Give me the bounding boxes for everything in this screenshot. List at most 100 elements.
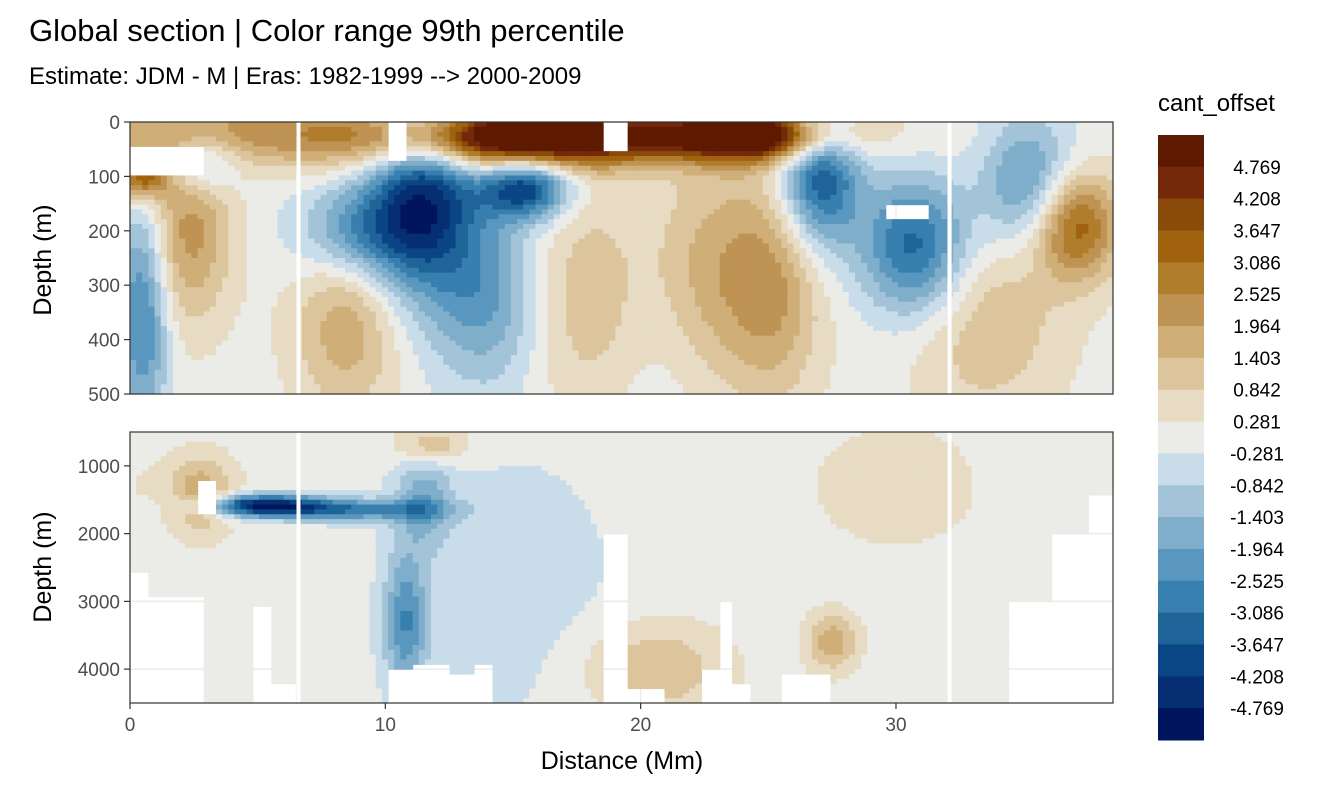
upper-heat-cell — [406, 287, 414, 293]
upper-heat-cell — [523, 301, 530, 308]
upper-heat-cell — [603, 374, 610, 381]
upper-heat-cell — [369, 340, 377, 347]
upper-heat-cell — [572, 131, 580, 138]
upper-heat-cell — [596, 389, 604, 395]
upper-heat-cell — [584, 389, 592, 395]
upper-heat-cell — [357, 330, 365, 337]
upper-heat-cell — [590, 228, 598, 235]
upper-heat-cell — [467, 238, 475, 245]
upper-heat-cell — [474, 350, 481, 356]
upper-heat-cell — [259, 389, 266, 395]
upper-heat-cell — [584, 321, 592, 327]
upper-heat-cell — [627, 248, 635, 254]
upper-heat-cell — [682, 306, 690, 313]
upper-heat-cell — [197, 316, 205, 322]
upper-heat-cell — [228, 258, 236, 264]
upper-heat-cell — [363, 122, 371, 128]
upper-heat-cell — [523, 277, 530, 283]
upper-heat-cell — [345, 306, 352, 313]
upper-heat-cell — [443, 175, 451, 181]
upper-heat-cell — [603, 316, 610, 322]
upper-heat-cell — [510, 141, 518, 147]
upper-heat-cell — [308, 340, 315, 347]
upper-heat-cell — [302, 384, 309, 390]
upper-heat-cell — [639, 292, 647, 298]
upper-heat-cell — [338, 146, 346, 152]
upper-heat-cell — [455, 262, 463, 269]
upper-heat-cell — [615, 160, 623, 167]
upper-heat-cell — [517, 131, 524, 138]
upper-heat-cell — [467, 136, 475, 143]
upper-heat-cell — [148, 214, 156, 220]
upper-heat-cell — [596, 340, 604, 347]
upper-heat-cell — [166, 316, 174, 322]
upper-heat-cell — [621, 345, 629, 351]
upper-heat-cell — [357, 146, 365, 152]
upper-heat-cell — [222, 214, 229, 220]
upper-heat-cell — [326, 141, 334, 147]
upper-heat-cell — [326, 374, 334, 381]
upper-heat-cell — [529, 316, 537, 322]
upper-heat-cell — [578, 306, 586, 313]
upper-heat-cell — [486, 146, 494, 152]
upper-heat-cell — [523, 340, 530, 347]
upper-heat-cell — [566, 180, 573, 186]
upper-heat-cell — [148, 219, 156, 225]
upper-heat-cell — [541, 258, 549, 264]
upper-heat-cell — [664, 243, 672, 249]
upper-heat-cell — [615, 345, 623, 351]
upper-heat-cell — [148, 204, 156, 211]
upper-heat-cell — [510, 209, 518, 215]
upper-heat-cell — [375, 374, 383, 381]
upper-heat-cell — [308, 180, 315, 186]
upper-heat-cell — [160, 330, 168, 337]
upper-heat-cell — [682, 219, 690, 225]
upper-heat-cell — [166, 384, 174, 390]
upper-heat-cell — [259, 194, 266, 201]
upper-heat-cell — [658, 194, 666, 201]
upper-heat-cell — [197, 355, 205, 361]
upper-heat-cell — [130, 233, 137, 240]
upper-heat-cell — [633, 296, 641, 303]
upper-heat-cell — [345, 369, 352, 376]
upper-heat-cell — [590, 301, 598, 308]
upper-heat-cell — [658, 374, 666, 381]
upper-heat-cell — [578, 238, 586, 245]
upper-heat-cell — [560, 335, 567, 342]
upper-heat-cell — [590, 224, 598, 230]
upper-heat-cell — [332, 165, 340, 172]
upper-heat-cell — [191, 282, 199, 288]
upper-heat-cell — [578, 233, 586, 240]
upper-heat-cell — [228, 248, 236, 254]
upper-heat-cell — [412, 321, 420, 327]
upper-heat-cell — [492, 267, 500, 274]
upper-heat-cell — [627, 360, 635, 366]
upper-heat-cell — [578, 389, 586, 395]
upper-heat-cell — [271, 122, 279, 128]
upper-heat-cell — [252, 248, 260, 254]
upper-heat-cell — [553, 292, 561, 298]
upper-heat-cell — [283, 340, 291, 347]
upper-heat-cell — [381, 248, 389, 254]
upper-heat-cell — [283, 355, 291, 361]
upper-heat-cell — [590, 248, 598, 254]
upper-heat-cell — [461, 384, 469, 390]
upper-heat-cell — [418, 355, 426, 361]
upper-heat-cell — [252, 296, 260, 303]
upper-heat-cell — [596, 175, 604, 181]
upper-heat-cell — [639, 267, 647, 274]
upper-heat-cell — [381, 384, 389, 390]
upper-heat-cell — [590, 180, 598, 186]
upper-heat-cell — [461, 369, 469, 376]
upper-heat-cell — [277, 180, 285, 186]
upper-heat-cell — [437, 136, 444, 143]
upper-heat-cell — [308, 126, 315, 133]
upper-heat-cell — [191, 272, 199, 279]
upper-heat-cell — [431, 350, 438, 356]
upper-heat-cell — [394, 345, 401, 351]
upper-heat-cell — [609, 364, 616, 371]
upper-heat-cell — [388, 374, 395, 381]
upper-heat-cell — [437, 364, 444, 371]
upper-heat-cell — [136, 306, 143, 313]
upper-heat-cell — [228, 146, 236, 152]
